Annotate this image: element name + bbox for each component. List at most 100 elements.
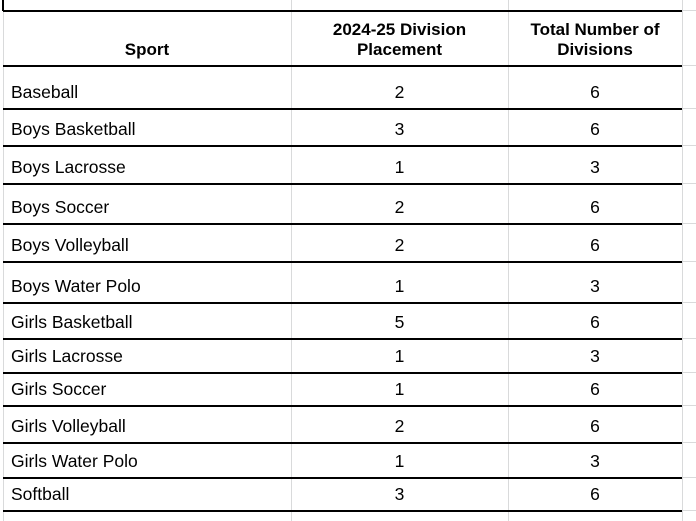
gridline-stub bbox=[683, 65, 696, 66]
cell-total[interactable]: 6 bbox=[508, 225, 682, 261]
header-label-placement: 2024-25 Division Placement bbox=[332, 20, 467, 59]
cell-sport[interactable]: Boys Water Polo bbox=[3, 263, 291, 302]
cell-total[interactable]: 6 bbox=[508, 407, 682, 442]
placement-value: 1 bbox=[394, 379, 405, 399]
total-divisions-value: 3 bbox=[590, 157, 600, 177]
gridline-stub bbox=[683, 405, 696, 406]
cell-total[interactable]: 6 bbox=[508, 110, 682, 145]
table-row: Boys Lacrosse 1 3 bbox=[3, 145, 682, 183]
gridline-stub bbox=[683, 261, 696, 262]
cell-placement[interactable]: 2 bbox=[291, 185, 508, 223]
table-row: Girls Lacrosse 1 3 bbox=[3, 338, 682, 372]
cell-total[interactable]: 6 bbox=[508, 67, 682, 108]
placement-value: 3 bbox=[394, 119, 405, 139]
cell-placement[interactable]: 1 bbox=[291, 147, 508, 183]
total-divisions-value: 6 bbox=[590, 119, 600, 139]
table-row: Girls Volleyball 2 6 bbox=[3, 405, 682, 442]
placement-value: 1 bbox=[394, 346, 405, 366]
gridline-stub bbox=[683, 338, 696, 339]
cell-total[interactable]: 6 bbox=[508, 304, 682, 338]
cell-placement[interactable]: 5 bbox=[291, 304, 508, 338]
table-row: Girls Basketball 5 6 bbox=[3, 302, 682, 338]
cell-total[interactable]: 3 bbox=[508, 340, 682, 372]
sport-name: Girls Lacrosse bbox=[11, 346, 123, 366]
table-row: Softball 3 6 bbox=[3, 477, 682, 510]
table-row: Girls Water Polo 1 3 bbox=[3, 442, 682, 477]
placement-value: 2 bbox=[394, 197, 405, 217]
cell-placement[interactable]: 2 bbox=[291, 67, 508, 108]
placement-value: 5 bbox=[394, 312, 405, 332]
cell-placement[interactable]: 3 bbox=[291, 110, 508, 145]
total-divisions-value: 3 bbox=[590, 451, 600, 471]
cell-placement[interactable]: 1 bbox=[291, 263, 508, 302]
total-divisions-value: 6 bbox=[590, 379, 600, 399]
total-divisions-value: 3 bbox=[590, 276, 600, 296]
cell-sport[interactable]: Boys Volleyball bbox=[3, 225, 291, 261]
sport-name: Girls Soccer bbox=[11, 379, 107, 399]
total-divisions-value: 6 bbox=[590, 312, 600, 332]
sport-name: Baseball bbox=[11, 82, 79, 102]
placement-value: 2 bbox=[394, 82, 405, 102]
cell-total[interactable]: 6 bbox=[508, 185, 682, 223]
cell-sport[interactable]: Girls Soccer bbox=[3, 374, 291, 405]
cell-sport[interactable]: Boys Soccer bbox=[3, 185, 291, 223]
header-cell-placement[interactable]: 2024-25 Division Placement bbox=[291, 12, 508, 65]
sport-name: Boys Soccer bbox=[11, 197, 110, 217]
cell-sport[interactable]: Boys Lacrosse bbox=[3, 147, 291, 183]
total-divisions-value: 6 bbox=[590, 197, 600, 217]
sport-name: Girls Water Polo bbox=[11, 451, 138, 471]
table-row: Boys Water Polo 1 3 bbox=[3, 261, 682, 302]
cell-sport[interactable]: Girls Lacrosse bbox=[3, 340, 291, 372]
cell-placement[interactable]: 1 bbox=[291, 340, 508, 372]
gridline-stub bbox=[683, 10, 696, 11]
gridline-stub bbox=[683, 510, 696, 511]
header-cell-total-divisions[interactable]: Total Number of Divisions bbox=[508, 12, 682, 65]
table-row: Boys Basketball 3 6 bbox=[3, 108, 682, 145]
cell-total[interactable]: 3 bbox=[508, 263, 682, 302]
cell-placement[interactable]: 3 bbox=[291, 479, 508, 510]
column-gridline-1 bbox=[291, 0, 292, 521]
sport-name: Girls Basketball bbox=[11, 312, 133, 332]
header-cell-sport[interactable]: Sport bbox=[3, 12, 291, 65]
table-row: Boys Soccer 2 6 bbox=[3, 183, 682, 223]
cell-sport[interactable]: Baseball bbox=[3, 67, 291, 108]
column-gridline-2 bbox=[508, 0, 509, 521]
placement-value: 1 bbox=[394, 276, 405, 296]
cell-total[interactable]: 3 bbox=[508, 147, 682, 183]
cell-sport[interactable]: Softball bbox=[3, 479, 291, 510]
table-row: Boys Volleyball 2 6 bbox=[3, 223, 682, 261]
sport-name: Boys Basketball bbox=[11, 119, 136, 139]
total-divisions-value: 6 bbox=[590, 235, 600, 255]
placement-value: 1 bbox=[394, 451, 405, 471]
header-label-sport: Sport bbox=[124, 40, 170, 59]
cell-placement[interactable]: 1 bbox=[291, 374, 508, 405]
gridline-stub bbox=[683, 108, 696, 109]
cell-total[interactable]: 6 bbox=[508, 479, 682, 510]
gridline-stub bbox=[683, 145, 696, 146]
placement-value: 2 bbox=[394, 235, 405, 255]
total-divisions-value: 6 bbox=[590, 416, 600, 436]
cell-sport[interactable]: Girls Water Polo bbox=[3, 444, 291, 477]
placement-value: 1 bbox=[394, 157, 405, 177]
gridline-stub bbox=[683, 477, 696, 478]
gridline-stub bbox=[683, 302, 696, 303]
cell-sport[interactable]: Girls Volleyball bbox=[3, 407, 291, 442]
sport-name: Girls Volleyball bbox=[11, 416, 126, 436]
sport-name: Boys Lacrosse bbox=[11, 157, 126, 177]
total-divisions-value: 6 bbox=[590, 82, 600, 102]
header-label-total-divisions: Total Number of Divisions bbox=[530, 20, 660, 59]
total-divisions-value: 6 bbox=[590, 484, 600, 504]
total-divisions-value: 3 bbox=[590, 346, 600, 366]
cell-total[interactable]: 6 bbox=[508, 374, 682, 405]
cell-placement[interactable]: 2 bbox=[291, 407, 508, 442]
cell-placement[interactable]: 2 bbox=[291, 225, 508, 261]
top-row-border-fragment bbox=[2, 0, 4, 11]
cell-total[interactable]: 3 bbox=[508, 444, 682, 477]
gridline-stub bbox=[683, 223, 696, 224]
cell-placement[interactable]: 1 bbox=[291, 444, 508, 477]
gridline-stub bbox=[683, 183, 696, 184]
cell-sport[interactable]: Boys Basketball bbox=[3, 110, 291, 145]
cell-sport[interactable]: Girls Basketball bbox=[3, 304, 291, 338]
sport-name: Softball bbox=[11, 484, 70, 504]
